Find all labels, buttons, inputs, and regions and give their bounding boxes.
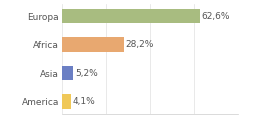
- Text: 5,2%: 5,2%: [75, 69, 97, 78]
- Bar: [62, 9, 200, 23]
- Text: 4,1%: 4,1%: [73, 97, 95, 106]
- Bar: [62, 37, 124, 52]
- Bar: [62, 94, 71, 109]
- Bar: [62, 66, 73, 81]
- Text: 28,2%: 28,2%: [125, 40, 154, 49]
- Text: 62,6%: 62,6%: [201, 12, 230, 21]
